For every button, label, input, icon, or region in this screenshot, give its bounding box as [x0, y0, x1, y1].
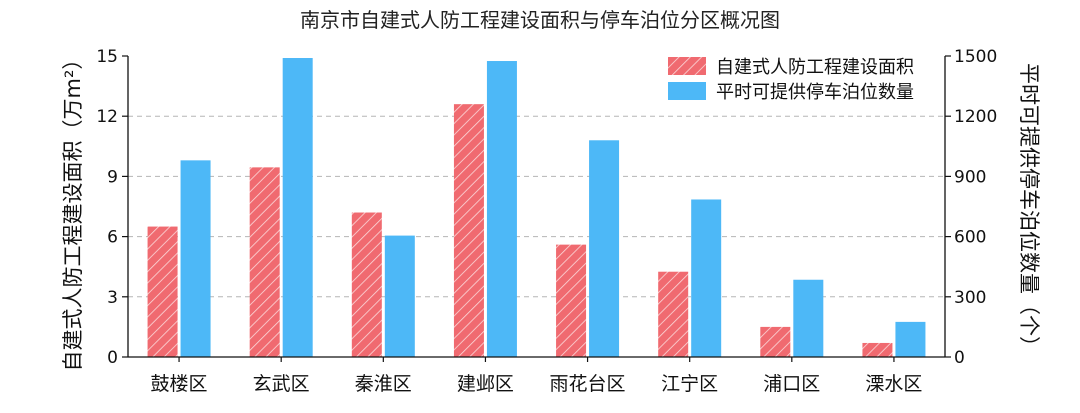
y-tick-label-right: 1500	[954, 47, 997, 67]
legend-label-parking: 平时可提供停车泊位数量	[716, 82, 914, 103]
y-tick-label-left: 0	[107, 348, 118, 368]
legend-swatch-area	[668, 57, 706, 75]
y-tick-label-left: 3	[107, 288, 118, 308]
y-tick-label-left: 6	[107, 228, 118, 248]
bar-parking-spaces	[283, 58, 313, 357]
legend-swatch-parking	[668, 82, 706, 100]
y-tick-label-left: 9	[107, 167, 118, 187]
bar-construction-area	[658, 272, 688, 357]
x-tick-label: 玄武区	[253, 373, 310, 395]
bar-parking-spaces	[589, 140, 619, 357]
legend-label-area: 自建式人防工程建设面积	[716, 57, 914, 78]
bar-construction-area	[760, 327, 790, 357]
bar-parking-spaces	[181, 160, 211, 357]
chart-title: 南京市自建式人防工程建设面积与停车泊位分区概况图	[300, 8, 780, 32]
bar-construction-area	[556, 245, 586, 357]
bar-parking-spaces	[691, 199, 721, 357]
x-tick-label: 溧水区	[865, 373, 922, 395]
bar-parking-spaces	[487, 61, 517, 357]
bar-construction-area	[454, 104, 484, 357]
y-axis-label-left: 自建式人防工程建设面积（万m²）	[61, 49, 85, 372]
legend: 自建式人防工程建设面积 平时可提供停车泊位数量	[668, 57, 914, 103]
y-tick-label-right: 0	[954, 348, 965, 368]
bar-construction-area	[352, 213, 382, 357]
bar-parking-spaces	[895, 322, 925, 357]
y-tick-label-left: 15	[96, 47, 118, 67]
bar-parking-spaces	[385, 236, 415, 357]
x-tick-label: 雨花台区	[550, 373, 626, 395]
x-tick-label: 秦淮区	[355, 373, 412, 395]
bar-construction-area	[862, 343, 892, 357]
bar-construction-area	[250, 167, 280, 357]
x-tick-label: 鼓楼区	[151, 373, 208, 395]
y-tick-label-left: 12	[96, 107, 118, 127]
y-tick-label-right: 300	[954, 288, 986, 308]
y-tick-label-right: 900	[954, 167, 986, 187]
bar-construction-area	[148, 227, 178, 357]
y-tick-label-right: 600	[954, 228, 986, 248]
y-axis-label-right: 平时可提供停车泊位数量（个）	[1017, 63, 1041, 357]
bar-parking-spaces	[793, 280, 823, 357]
x-tick-label: 江宁区	[661, 373, 718, 395]
x-tick-label: 建邺区	[457, 373, 514, 395]
y-tick-label-right: 1200	[954, 107, 997, 127]
x-tick-label: 浦口区	[763, 373, 820, 395]
